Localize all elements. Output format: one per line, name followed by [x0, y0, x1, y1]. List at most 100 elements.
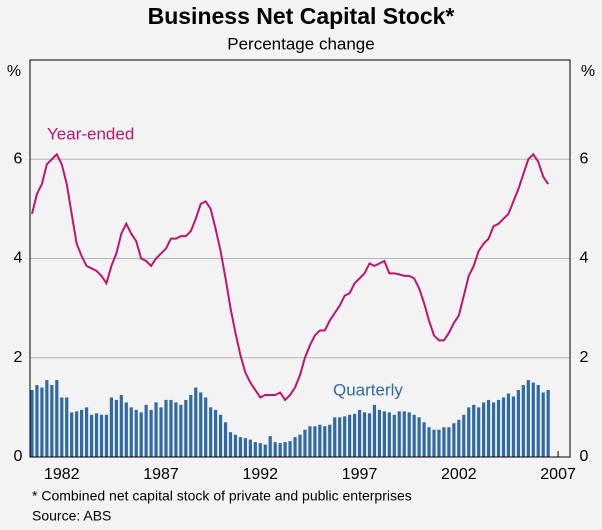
- bar: [402, 411, 406, 457]
- bar: [308, 426, 312, 457]
- x-tick-label: 1997: [342, 466, 378, 483]
- line: [31, 152, 549, 402]
- bar: [328, 424, 332, 457]
- bar: [214, 409, 218, 457]
- bar: [387, 412, 391, 457]
- chart-subtitle: Percentage change: [227, 34, 374, 53]
- bar: [432, 429, 436, 457]
- bar: [60, 397, 64, 457]
- bar: [442, 427, 446, 457]
- bar: [134, 409, 138, 457]
- bar: [209, 407, 213, 457]
- bar: [462, 414, 466, 457]
- bar: [238, 437, 243, 457]
- bar: [491, 402, 496, 457]
- bar: [65, 397, 69, 457]
- bar: [511, 396, 516, 457]
- y2-tick-label: 0: [580, 448, 589, 465]
- x-tick-label: 2002: [441, 466, 477, 483]
- bar: [357, 409, 362, 457]
- y-axis-label: %: [7, 63, 21, 80]
- bar: [253, 442, 257, 457]
- bar: [94, 413, 99, 457]
- bar: [268, 436, 272, 457]
- source: Source: ABS: [32, 508, 111, 524]
- bar: [472, 404, 476, 457]
- bar: [531, 382, 535, 457]
- bar: [84, 407, 89, 457]
- bar: [174, 402, 178, 457]
- x-tick-label: 2007: [540, 466, 576, 483]
- bar: [447, 427, 451, 457]
- bar: [243, 438, 248, 457]
- bar: [412, 414, 416, 457]
- bar: [30, 390, 34, 457]
- bar: [323, 426, 327, 457]
- bar: [35, 385, 39, 457]
- bar: [521, 385, 525, 457]
- bar: [184, 399, 188, 457]
- bar: [124, 402, 128, 457]
- bar: [427, 427, 431, 457]
- bar: [333, 417, 337, 457]
- bar: [164, 399, 168, 457]
- bar: [248, 439, 252, 457]
- bar: [352, 413, 357, 457]
- bar: [159, 407, 163, 457]
- bar: [536, 385, 540, 457]
- legend-label: Year-ended: [47, 124, 134, 143]
- bar: [149, 409, 153, 457]
- bar: [516, 390, 520, 457]
- bar: [477, 407, 481, 457]
- bar: [114, 399, 118, 457]
- bar: [303, 429, 307, 457]
- bar: [119, 394, 123, 457]
- x-tick-label: 1992: [242, 466, 278, 483]
- bar: [343, 416, 347, 457]
- bar: [80, 409, 84, 457]
- bar: [263, 444, 267, 457]
- bar: [407, 412, 411, 457]
- bar: [179, 404, 183, 457]
- bar: [372, 404, 377, 457]
- chart-title: Business Net Capital Stock*: [148, 3, 455, 29]
- bar: [422, 422, 426, 457]
- bar: [397, 411, 401, 457]
- x-tick-label: 1987: [143, 466, 179, 483]
- bar: [45, 380, 49, 457]
- bar: [546, 390, 550, 457]
- bar: [194, 387, 198, 457]
- bar: [362, 412, 367, 457]
- bar: [506, 393, 511, 457]
- bar: [233, 434, 238, 457]
- bar: [496, 399, 501, 457]
- bar: [437, 429, 441, 457]
- y-tick-label: 2: [14, 349, 23, 366]
- bar: [218, 414, 223, 457]
- bar: [283, 442, 287, 457]
- bar: [99, 414, 104, 457]
- bar: [367, 413, 372, 457]
- bar: [89, 414, 94, 457]
- bar: [487, 399, 491, 457]
- bar: [70, 412, 74, 457]
- bar: [50, 385, 54, 457]
- bar: [467, 407, 471, 457]
- y2-tick-label: 6: [580, 150, 589, 167]
- bar: [144, 404, 148, 457]
- bar: [313, 426, 317, 457]
- bar: [189, 394, 193, 457]
- bar: [541, 392, 545, 457]
- bar: [298, 434, 302, 457]
- bar: [288, 441, 292, 457]
- bar: [392, 414, 396, 457]
- y2-tick-label: 4: [580, 250, 589, 267]
- bar: [382, 411, 386, 457]
- bar: [75, 411, 79, 457]
- y-tick-label: 0: [14, 448, 23, 465]
- bar: [55, 380, 59, 457]
- bar: [501, 397, 506, 457]
- bar: [204, 397, 208, 457]
- bar: [129, 407, 133, 457]
